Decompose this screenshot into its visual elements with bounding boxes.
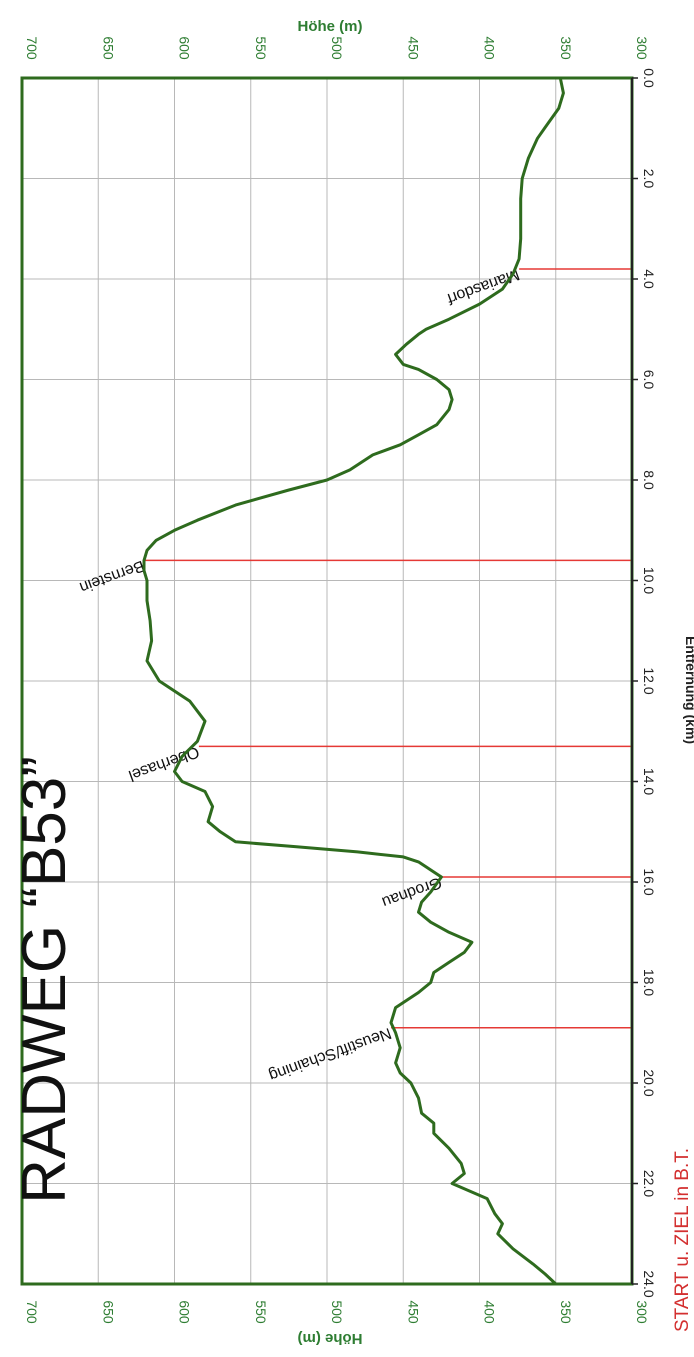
y-axis-label-top: Höhe (m) xyxy=(298,18,363,35)
y-axis-label-bottom: Höhe (m) xyxy=(298,1330,363,1347)
y-tick-bottom-400: 400 xyxy=(482,1300,498,1324)
y-tick-bottom-350: 350 xyxy=(558,1300,574,1324)
x-tick-6.0: 6.0 xyxy=(641,370,657,390)
elevation-line xyxy=(142,77,565,1286)
chart-title: RADWEG “B53” xyxy=(10,756,79,1204)
y-tick-top-300: 300 xyxy=(634,36,650,60)
x-tick-8.0: 8.0 xyxy=(641,470,657,490)
y-tick-top-350: 350 xyxy=(558,36,574,60)
x-tick-2.0: 2.0 xyxy=(641,169,657,189)
x-tick-18.0: 18.0 xyxy=(641,969,657,996)
x-tick-14.0: 14.0 xyxy=(641,768,657,795)
x-tick-12.0: 12.0 xyxy=(641,667,657,694)
y-tick-top-700: 700 xyxy=(24,36,40,60)
x-tick-22.0: 22.0 xyxy=(641,1170,657,1197)
y-tick-top-400: 400 xyxy=(482,36,498,60)
y-tick-bottom-550: 550 xyxy=(253,1300,269,1324)
x-tick-4.0: 4.0 xyxy=(641,269,657,289)
label-layer: Höhe (m) Höhe (m) Entfernung (km) RADWEG… xyxy=(10,18,694,1347)
y-tick-top-500: 500 xyxy=(329,36,345,60)
y-tick-top-600: 600 xyxy=(177,36,193,60)
chart-subtitle: START u. ZIEL in B.T. xyxy=(672,1148,693,1332)
y-tick-bottom-700: 700 xyxy=(24,1300,40,1324)
x-axis-label: Entfernung (km) xyxy=(683,636,694,744)
x-tick-20.0: 20.0 xyxy=(641,1069,657,1096)
x-tick-10.0: 10.0 xyxy=(641,567,657,594)
y-tick-top-650: 650 xyxy=(100,36,116,60)
y-tick-bottom-650: 650 xyxy=(100,1300,116,1324)
tick-layer: 300 300 350 350 400 400 450 450 500 500 550 550 600 6… xyxy=(24,36,657,1324)
x-tick-0.0: 0.0 xyxy=(641,68,657,88)
y-tick-bottom-450: 450 xyxy=(405,1300,421,1324)
y-tick-top-550: 550 xyxy=(253,36,269,60)
y-tick-bottom-500: 500 xyxy=(329,1300,345,1324)
x-tick-24.0: 24.0 xyxy=(641,1270,657,1297)
x-tick-16.0: 16.0 xyxy=(641,868,657,895)
line-layer xyxy=(142,77,565,1286)
y-tick-top-450: 450 xyxy=(405,36,421,60)
y-tick-bottom-300: 300 xyxy=(634,1300,650,1324)
y-tick-bottom-600: 600 xyxy=(177,1300,193,1324)
